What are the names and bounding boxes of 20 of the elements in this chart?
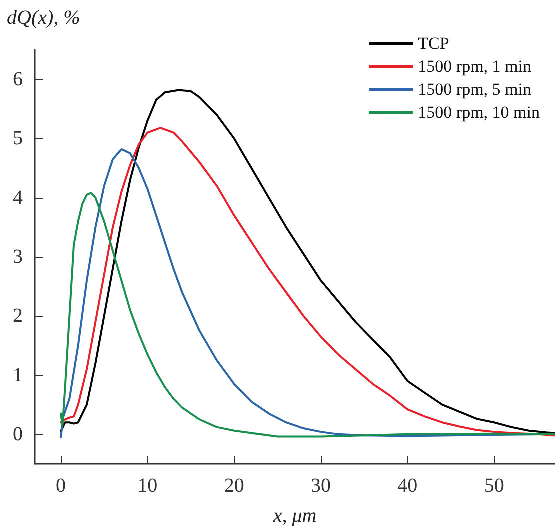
y-tick-label: 6: [13, 68, 23, 91]
y-tick-label: 3: [13, 246, 23, 268]
x-tick-label: 0: [56, 475, 66, 497]
x-axis-title: x, μm: [272, 505, 317, 527]
legend-label: 1500 rpm, 1 min: [418, 57, 532, 76]
y-axis-title: dQ(x), %: [7, 7, 80, 29]
x-tick-label: 40: [398, 475, 418, 497]
y-tick-label: 2: [13, 305, 23, 328]
x-tick-label: 30: [311, 475, 331, 497]
y-tick-label: 4: [13, 186, 23, 209]
x-tick-label: 50: [484, 475, 504, 497]
line-series: [60, 192, 555, 438]
legend-label: TCP: [418, 34, 450, 53]
y-tick-label: 5: [13, 128, 23, 150]
y-tick-label: 0: [13, 423, 23, 446]
x-tick-label: 10: [138, 475, 158, 497]
x-tick-label: 20: [224, 475, 244, 497]
y-tick-label: 1: [13, 364, 23, 386]
legend-label: 1500 rpm, 5 min: [418, 80, 532, 99]
legend-label: 1500 rpm, 10 min: [418, 103, 540, 122]
